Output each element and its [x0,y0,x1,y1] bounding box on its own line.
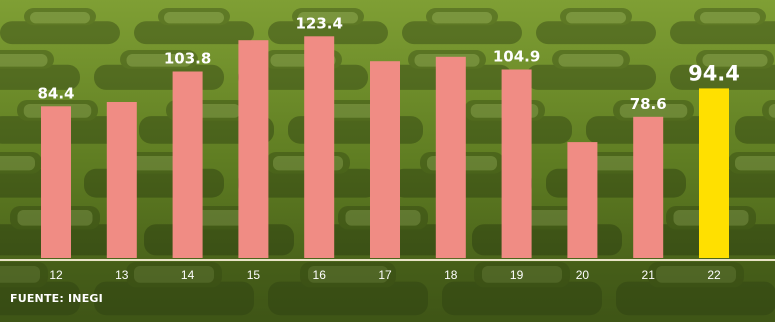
bar-19 [501,69,532,258]
bar-12 [41,106,71,258]
x-tick-19: 19 [510,268,524,282]
data-label-19: 104.9 [493,48,540,66]
bar-22 [699,88,729,259]
data-label-21: 78.6 [630,95,667,113]
bar-14 [172,71,203,258]
x-tick-15: 15 [247,268,261,282]
bar-18 [435,56,466,259]
x-tick-22: 22 [707,268,721,282]
data-label-16: 123.4 [295,14,342,32]
x-tick-21: 21 [642,268,656,282]
x-tick-14: 14 [181,268,195,282]
data-label-14: 103.8 [164,50,211,68]
bar-13 [106,102,137,258]
x-tick-12: 12 [49,268,63,282]
x-tick-18: 18 [444,268,458,282]
bar-16 [304,36,335,258]
bar-15 [238,40,269,259]
x-tick-17: 17 [378,268,392,282]
source-note: FUENTE: INEGI [10,292,103,305]
data-label-22: 94.4 [688,61,740,85]
data-label-12: 84.4 [37,84,74,102]
x-tick-16: 16 [313,268,327,282]
bar-17 [370,61,400,259]
bar-20 [567,142,598,258]
x-tick-20: 20 [576,268,590,282]
x-tick-13: 13 [115,268,129,282]
bar-21 [633,116,664,258]
